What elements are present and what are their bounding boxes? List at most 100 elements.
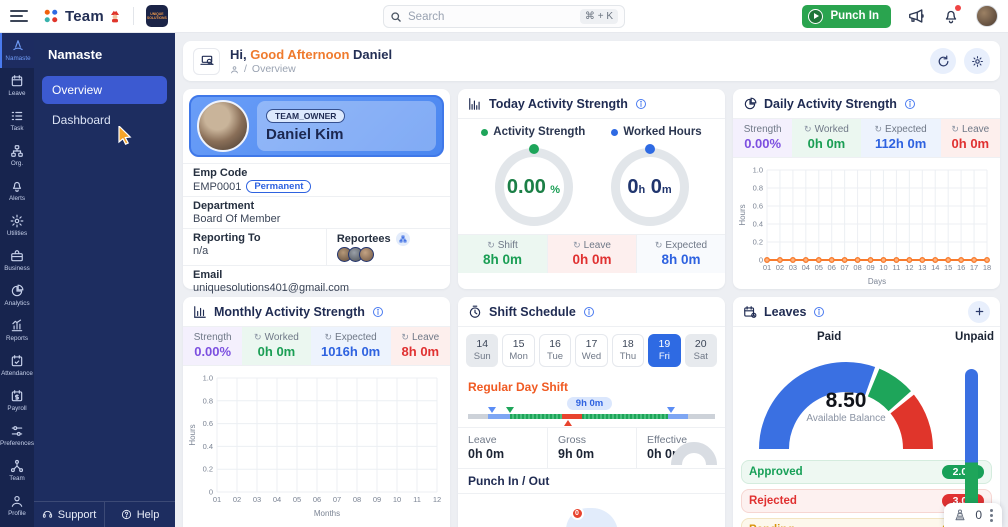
app-logo[interactable]: Team bbox=[42, 7, 121, 25]
day-cell-sun[interactable]: 14 Sun bbox=[466, 334, 499, 367]
info-icon[interactable] bbox=[813, 306, 825, 318]
shift-end-marker bbox=[666, 407, 675, 413]
search-placeholder: Search bbox=[408, 10, 445, 23]
rail-item-team[interactable]: Team bbox=[0, 453, 34, 488]
breadcrumb-current[interactable]: Overview bbox=[251, 63, 296, 75]
leave-stat: ↻ Leave 8h 0m bbox=[390, 327, 450, 365]
rail-item-attendance[interactable]: Attendance bbox=[0, 348, 34, 383]
help-button[interactable]: Help bbox=[104, 502, 175, 527]
reportee-avatars[interactable] bbox=[336, 247, 440, 262]
daily-chart-icon bbox=[743, 97, 757, 111]
svg-text:07: 07 bbox=[840, 263, 848, 272]
rail-item-preferences[interactable]: Preferences bbox=[0, 418, 34, 453]
info-icon[interactable] bbox=[372, 306, 384, 318]
search-icon bbox=[390, 11, 402, 23]
submenu-item-dashboard[interactable]: Dashboard bbox=[52, 113, 111, 127]
widget-count: 0 bbox=[975, 508, 982, 522]
punch-in-button[interactable]: Punch In bbox=[802, 4, 891, 28]
refresh-button[interactable] bbox=[930, 48, 956, 74]
rail-item-namaste[interactable]: Namaste bbox=[0, 33, 34, 68]
svg-text:0.4: 0.4 bbox=[753, 220, 763, 229]
svg-text:05: 05 bbox=[815, 263, 823, 272]
unpaid-label: Unpaid bbox=[955, 331, 994, 343]
info-icon[interactable] bbox=[635, 98, 647, 110]
rail-item-leave[interactable]: Leave bbox=[0, 68, 34, 103]
rail-item-task[interactable]: Task bbox=[0, 103, 34, 138]
add-leave-button[interactable] bbox=[968, 300, 990, 323]
svg-text:0.8: 0.8 bbox=[753, 184, 763, 193]
hamburger-menu-icon[interactable] bbox=[10, 10, 28, 22]
main-content: Hi, Good Afternoon Daniel / Overview bbox=[175, 33, 1008, 527]
rail-item-reports[interactable]: Reports bbox=[0, 313, 34, 348]
svg-text:06: 06 bbox=[828, 263, 836, 272]
department-row: Department Board Of Member bbox=[183, 196, 450, 228]
day-cell-fri-selected[interactable]: 19 Fri bbox=[648, 334, 681, 367]
rail-item-profile[interactable]: Profile bbox=[0, 488, 34, 523]
strength-stat: Strength 0.00% bbox=[183, 327, 243, 365]
shift-schedule-card: Shift Schedule 14 Sun 15 Mon 16 Tue 17 Wed 1… bbox=[458, 297, 725, 527]
person-icon bbox=[231, 65, 238, 73]
daily-line-chart: 0 0.2 0.4 0.6 0.8 1.0 01 02 03 04 05 06 07 08 09 10 11 12… bbox=[733, 158, 1000, 287]
shift-start-marker bbox=[487, 407, 496, 413]
day-cell-thu[interactable]: 18 Thu bbox=[611, 334, 645, 367]
leave-stat: ↻ Leave 0h 0m bbox=[940, 119, 1000, 157]
worked-stat: ↻ Worked 0h 0m bbox=[242, 327, 311, 365]
support-button[interactable]: Support bbox=[34, 502, 104, 527]
kebab-menu-icon[interactable] bbox=[990, 508, 993, 522]
svg-text:0.6: 0.6 bbox=[753, 202, 763, 211]
notifications-bell-icon[interactable] bbox=[942, 5, 961, 25]
settings-button[interactable] bbox=[964, 48, 990, 74]
svg-text:18: 18 bbox=[983, 263, 991, 272]
leave-cell: Leave 0h 0m bbox=[468, 434, 505, 461]
profile-hero[interactable]: TEAM_OWNER Daniel Kim bbox=[189, 95, 444, 157]
user-avatar[interactable] bbox=[976, 5, 998, 27]
svg-text:1.0: 1.0 bbox=[203, 374, 213, 383]
gross-cell: Gross 9h 0m bbox=[547, 428, 636, 468]
svg-text:0: 0 bbox=[759, 256, 763, 265]
day-cell-wed[interactable]: 17 Wed bbox=[575, 334, 608, 367]
card-title: Today Activity Strength bbox=[489, 96, 628, 111]
rail-item-alerts[interactable]: Alerts bbox=[0, 173, 34, 208]
activity-chart-icon bbox=[468, 97, 482, 111]
day-cell-mon[interactable]: 15 Mon bbox=[502, 334, 535, 367]
svg-text:04: 04 bbox=[802, 263, 810, 272]
svg-text:16: 16 bbox=[957, 263, 965, 272]
svg-text:13: 13 bbox=[918, 263, 926, 272]
shift-stat: ↻ Shift 8h 0m bbox=[458, 235, 547, 273]
org-chart-icon[interactable] bbox=[395, 232, 410, 246]
svg-text:17: 17 bbox=[970, 263, 978, 272]
day-cell-sat[interactable]: 20 Sat bbox=[684, 334, 717, 367]
greeting-bar: Hi, Good Afternoon Daniel / Overview bbox=[183, 41, 1000, 81]
svg-text:10: 10 bbox=[879, 263, 887, 272]
rail-item-business[interactable]: Business bbox=[0, 243, 34, 278]
day-cell-tue[interactable]: 16 Tue bbox=[538, 334, 572, 367]
card-title: Monthly Activity Strength bbox=[214, 304, 365, 319]
company-badge[interactable]: UNIQUE SOLUTIONS bbox=[145, 5, 168, 27]
rail-item-payroll[interactable]: Payroll bbox=[0, 383, 34, 418]
search-input[interactable]: Search ⌘ + K bbox=[383, 5, 625, 28]
svg-text:0.2: 0.2 bbox=[753, 238, 763, 247]
strength-stat: Strength 0.00% bbox=[733, 119, 793, 157]
role-badge: TEAM_OWNER bbox=[266, 109, 346, 123]
svg-text:01: 01 bbox=[213, 495, 221, 504]
submenu-item-overview[interactable]: Overview bbox=[42, 76, 167, 104]
svg-text:01: 01 bbox=[763, 263, 771, 272]
monthly-activity-card: Monthly Activity Strength Strength 0.00%… bbox=[183, 297, 450, 527]
rail-item-org[interactable]: Org. bbox=[0, 138, 34, 173]
floating-approvals-widget[interactable]: 0 bbox=[944, 503, 1002, 527]
approved-row[interactable]: Approved 2.00 bbox=[741, 460, 992, 484]
monthly-line-chart: 0 0.2 0.4 0.6 0.8 1.0 01 02 03 04 05 06 07 08 09 10 11 12… bbox=[183, 366, 450, 519]
break-marker bbox=[564, 420, 573, 426]
worked-hours-ring: 0h 0m bbox=[610, 144, 689, 226]
info-icon[interactable] bbox=[904, 98, 916, 110]
employment-type-badge: Permanent bbox=[246, 180, 312, 193]
svg-text:Hours: Hours bbox=[188, 424, 197, 445]
rail-item-analytics[interactable]: Analytics bbox=[0, 278, 34, 313]
activity-strength-ring: 0.00 % bbox=[494, 144, 573, 226]
info-icon[interactable] bbox=[583, 306, 595, 318]
svg-text:05: 05 bbox=[293, 495, 301, 504]
logo-mark-icon bbox=[42, 7, 60, 25]
announcements-icon[interactable] bbox=[907, 7, 926, 25]
punch-empty-state: 0 No Record Found bbox=[458, 494, 725, 527]
rail-item-utilities[interactable]: Utilities bbox=[0, 208, 34, 243]
